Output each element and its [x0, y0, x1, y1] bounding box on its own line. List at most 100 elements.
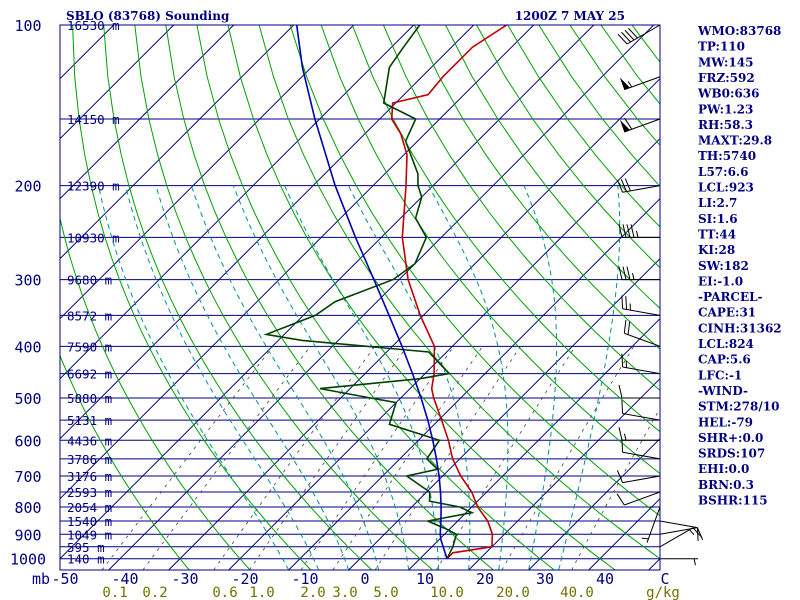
- plot-frame: [59, 24, 661, 571]
- isotherm-line: [60, 25, 535, 500]
- mixing-ratio-tick-label: 20.0: [496, 585, 530, 600]
- dry-adiabat: [72, 25, 312, 570]
- index-item: STM:278/10: [698, 400, 779, 414]
- parcel-curve: [295, 25, 448, 559]
- index-item: LCL:824: [698, 337, 754, 351]
- height-label: 3786 m: [67, 452, 112, 467]
- wind-barb: [641, 506, 661, 543]
- wind-barbs: [616, 24, 704, 566]
- index-item: BSHR:115: [698, 494, 768, 508]
- dry-adiabat: [227, 25, 616, 570]
- moist-adiabat: [558, 185, 621, 570]
- height-label: 5131 m: [67, 413, 112, 428]
- isotherm-line: [408, 317, 660, 570]
- index-item: EI:-1.0: [698, 274, 743, 288]
- mixing-ratio-line: [332, 346, 483, 570]
- dry-adiabat: [445, 25, 660, 310]
- height-label: 16530 m: [67, 18, 120, 33]
- mixing-ratio-tick-label: 10.0: [430, 585, 464, 600]
- wind-barb: [616, 491, 661, 506]
- pressure-tick-label: 700: [14, 468, 41, 486]
- isotherm-line: [60, 25, 175, 140]
- dry-adiabat: [756, 25, 800, 570]
- temperature-tick-label: -50: [51, 570, 78, 588]
- index-item: LI:2.7: [698, 196, 737, 210]
- wind-barb: [660, 558, 698, 566]
- wind-barb: [618, 384, 660, 399]
- dry-adiabat: [60, 216, 251, 570]
- pressure-tick-label: 600: [14, 432, 41, 450]
- mixing-ratio-tick-label: 1.0: [249, 585, 274, 600]
- moist-adiabat: [155, 185, 350, 570]
- index-item: -PARCEL-: [698, 290, 763, 304]
- isotherm-line: [60, 25, 415, 380]
- wind-barb: [616, 470, 661, 484]
- isotherm-line: [528, 437, 660, 570]
- index-item: CAP:5.6: [698, 353, 751, 367]
- height-label: 7590 m: [67, 339, 112, 354]
- mixing-ratio-line: [142, 346, 311, 570]
- index-item: FRZ:592: [698, 71, 755, 85]
- wind-barb: [619, 117, 661, 133]
- index-item: HEL:-79: [698, 415, 753, 429]
- mixing-ratio-tick-label: 0.1: [102, 585, 127, 600]
- index-item: EHI:0.0: [698, 462, 749, 476]
- index-item: WMO:83768: [697, 24, 781, 38]
- wind-barb: [618, 224, 660, 238]
- height-label: 8572 m: [67, 308, 112, 323]
- height-label: 595 m: [67, 540, 105, 555]
- wind-barb: [618, 427, 660, 441]
- index-item: SHR+:0.0: [698, 431, 763, 445]
- temperature-tick-label: 40: [596, 570, 614, 588]
- index-item: RH:58.3: [698, 118, 753, 132]
- index-item: CINH:31362: [698, 321, 782, 335]
- mixing-ratio-tick-label: g/kg: [646, 585, 680, 600]
- mixing-ratio-line: [300, 346, 455, 570]
- mixing-ratio-line: [435, 346, 576, 570]
- isotherm-line: [60, 25, 295, 260]
- mixing-ratio-line: [374, 346, 521, 570]
- temperature-tick-label: 30: [536, 570, 554, 588]
- index-item: TP:110: [698, 40, 745, 54]
- pressure-tick-label: 100: [14, 17, 41, 35]
- mixing-ratio-line: [501, 346, 635, 570]
- pressure-tick-label: 200: [14, 178, 41, 196]
- station-title: SBLO (83768) Sounding: [66, 9, 230, 23]
- dry-adiabat: [320, 25, 660, 475]
- pressure-tick-label: 900: [14, 526, 41, 544]
- wind-barb: [621, 295, 661, 316]
- mixing-ratio-tick-label: 5.0: [373, 585, 398, 600]
- isotherm-line: [60, 25, 475, 440]
- sounding-curves: [263, 25, 508, 560]
- dry-adiabat: [787, 25, 800, 570]
- mixing-ratio-line: [571, 407, 660, 570]
- index-item: PW:1.23: [698, 102, 753, 116]
- pressure-tick-label: 400: [14, 338, 41, 356]
- dry-adiabat: [289, 25, 660, 517]
- isotherm-line: [228, 137, 660, 570]
- index-item: TT:44: [698, 227, 736, 241]
- height-label: 140 m: [67, 552, 105, 567]
- index-item: SRDS:107: [698, 447, 765, 461]
- background-lines: [60, 25, 800, 570]
- pressure-tick-label: 800: [14, 499, 41, 517]
- wind-barb: [659, 520, 699, 541]
- wind-barb: [621, 353, 661, 375]
- wind-barb: [621, 400, 661, 421]
- index-item: MW:145: [698, 55, 753, 69]
- pressure-tick-label: 500: [14, 390, 41, 408]
- isotherm-line: [60, 25, 235, 200]
- mixing-ratio-tick-label: 40.0: [560, 585, 594, 600]
- index-item: -WIND-: [698, 384, 748, 398]
- temperature-tick-label: -10: [291, 570, 318, 588]
- height-label: 6692 m: [67, 367, 112, 382]
- height-label: 9680 m: [67, 273, 112, 288]
- mixing-ratio-line: [101, 346, 274, 570]
- wind-barb: [623, 320, 661, 347]
- dewpoint-curve: [263, 25, 475, 560]
- height-label: 5880 m: [67, 391, 112, 406]
- pressure-tick-label: 300: [14, 272, 41, 290]
- wind-barb: [617, 24, 661, 45]
